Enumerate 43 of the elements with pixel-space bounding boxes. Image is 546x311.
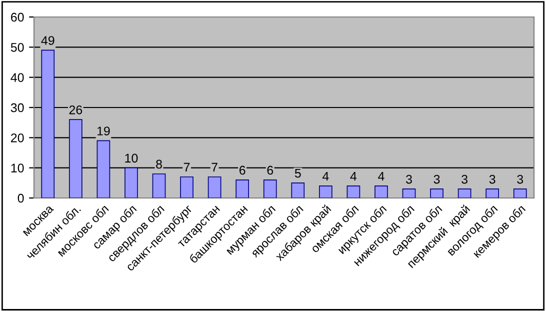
data-label: 4 bbox=[350, 172, 357, 181]
y-tick-label: 20 bbox=[11, 133, 24, 142]
bar bbox=[41, 50, 55, 198]
y-tick-label: 40 bbox=[10, 73, 24, 82]
bar bbox=[458, 188, 472, 198]
bar bbox=[263, 179, 277, 198]
bar bbox=[346, 186, 360, 198]
data-label: 4 bbox=[322, 172, 329, 181]
bar bbox=[374, 186, 388, 198]
y-tick-label: 50 bbox=[10, 42, 24, 52]
bar bbox=[96, 140, 110, 198]
bar bbox=[124, 167, 138, 198]
y-tick-label: 0 bbox=[18, 194, 24, 203]
bar bbox=[486, 188, 500, 198]
data-label: 26 bbox=[69, 105, 82, 114]
bar bbox=[68, 119, 82, 198]
data-label: 6 bbox=[239, 166, 246, 175]
data-label: 49 bbox=[41, 36, 54, 45]
bar bbox=[152, 173, 166, 198]
bar bbox=[180, 176, 194, 198]
y-tick-label: 10 bbox=[11, 164, 24, 172]
data-label: 5 bbox=[294, 168, 301, 178]
data-label: 3 bbox=[489, 174, 496, 184]
bar bbox=[402, 188, 416, 198]
bar bbox=[513, 188, 527, 198]
data-label: 3 bbox=[462, 174, 468, 184]
bar bbox=[236, 179, 250, 198]
data-label: 8 bbox=[156, 160, 162, 169]
bar bbox=[291, 182, 305, 198]
y-tick-label: 60 bbox=[11, 12, 24, 22]
y-tick-label: 30 bbox=[10, 103, 24, 112]
data-label: 3 bbox=[434, 174, 440, 184]
data-label: 4 bbox=[378, 172, 384, 181]
data-label: 3 bbox=[406, 174, 412, 184]
data-label: 7 bbox=[184, 162, 190, 172]
data-label: 10 bbox=[125, 154, 138, 163]
bar bbox=[318, 186, 332, 198]
data-label: 3 bbox=[517, 174, 524, 184]
data-label: 6 bbox=[267, 166, 274, 175]
bar bbox=[208, 176, 222, 198]
data-label: 7 bbox=[212, 162, 218, 172]
data-label: 19 bbox=[97, 126, 110, 136]
bar bbox=[430, 188, 444, 198]
